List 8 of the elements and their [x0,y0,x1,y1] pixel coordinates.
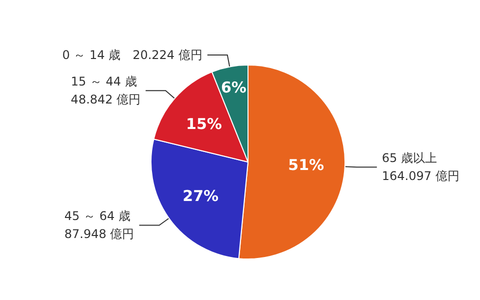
slice-label: 15 ～ 44 歳 48.842 億円 [70,74,141,107]
slice-label: 45 ～ 64 歳 87.948 億円 [64,209,134,242]
data-label: 15% [186,114,222,133]
data-label: 27% [182,186,219,205]
slice-label: 0 ～ 14 歳 20.224 億円 [62,48,202,62]
data-label: 51% [288,156,324,174]
slice-label: 65 歳以上 164.097 億円 [382,151,460,184]
data-label: 6% [220,78,246,97]
